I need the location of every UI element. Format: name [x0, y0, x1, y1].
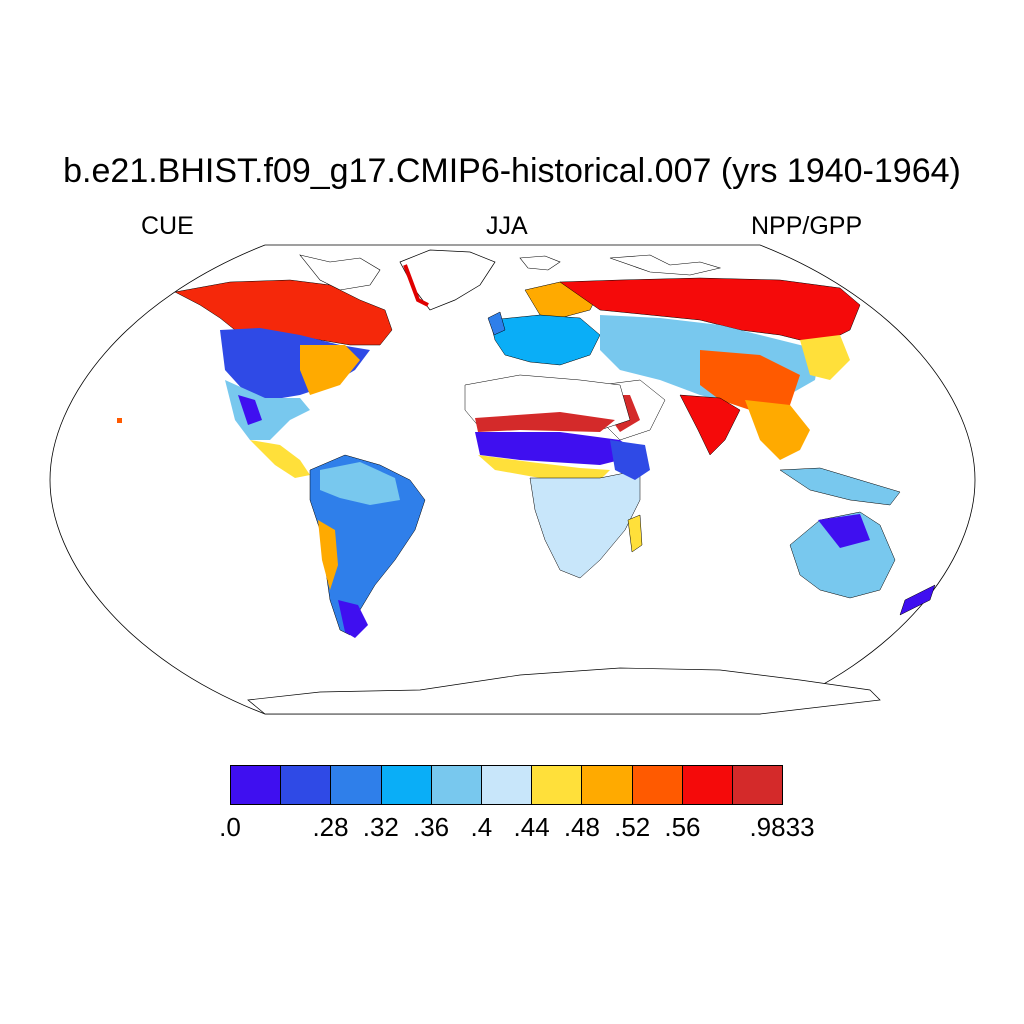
- north-america-south: [225, 380, 310, 440]
- australia-north: [818, 514, 870, 548]
- mexico-blue: [238, 395, 262, 425]
- colorbar-tick-label: .28: [312, 812, 349, 842]
- east-asia-coast: [800, 335, 850, 380]
- australia: [789, 511, 896, 599]
- colorbar-cell: [481, 766, 533, 804]
- colorbar-cell: [331, 766, 382, 804]
- south-america-west: [318, 520, 338, 590]
- new-zealand: [899, 584, 936, 616]
- madagascar: [627, 514, 643, 553]
- siberian-islands: [609, 254, 722, 276]
- colorbar-tick-label: .52: [614, 812, 651, 842]
- colorbar-cell: [381, 766, 432, 804]
- sahara-red: [475, 412, 615, 432]
- colorbar-tick-label: .9833: [749, 812, 815, 842]
- colorbar-tick-label: .48: [563, 812, 600, 842]
- colorbar-tick-label: .44: [513, 812, 550, 842]
- map-title: b.e21.BHIST.f09_g17.CMIP6-historical.007…: [63, 152, 961, 190]
- greenland: [399, 249, 496, 311]
- europe: [489, 314, 601, 366]
- india: [679, 394, 741, 456]
- uk: [487, 311, 506, 336]
- patagonia: [338, 600, 368, 638]
- southeast-asia: [745, 400, 810, 460]
- mongolia-china: [700, 350, 800, 410]
- east-africa: [610, 440, 650, 480]
- arctic-islands: [299, 254, 381, 291]
- antarctica: [247, 667, 881, 715]
- north-america-east: [300, 345, 360, 395]
- colorbar-cell: [582, 766, 633, 804]
- season-label: JJA: [486, 212, 528, 240]
- amazon-light: [320, 462, 400, 505]
- svalbard: [519, 255, 561, 271]
- colorbar-cell: [732, 766, 783, 804]
- colorbar-tick-label: .4: [470, 812, 493, 842]
- colorbar-cell: [532, 766, 583, 804]
- colorbar-cell: [231, 766, 282, 804]
- sahel-blue: [475, 432, 640, 465]
- colorbar: [230, 765, 783, 805]
- colorbar-tick-label: .56: [664, 812, 701, 842]
- colorbar-tick-label: .36: [413, 812, 450, 842]
- sahel-yellow: [478, 455, 610, 480]
- variable-label: CUE: [141, 212, 194, 240]
- colorbar-tick-label: .0: [219, 812, 241, 842]
- colorbar-tick-label: .32: [362, 812, 399, 842]
- colorbar-cell: [632, 766, 683, 804]
- colorbar-cell: [682, 766, 733, 804]
- colorbar-cell: [431, 766, 482, 804]
- north-america-boreal: [174, 279, 393, 346]
- greenland-coast: [403, 264, 429, 307]
- central-america: [250, 440, 310, 478]
- hawaii: [117, 418, 122, 423]
- units-label: NPP/GPP: [751, 212, 863, 240]
- indonesia: [779, 467, 901, 506]
- colorbar-cell: [281, 766, 332, 804]
